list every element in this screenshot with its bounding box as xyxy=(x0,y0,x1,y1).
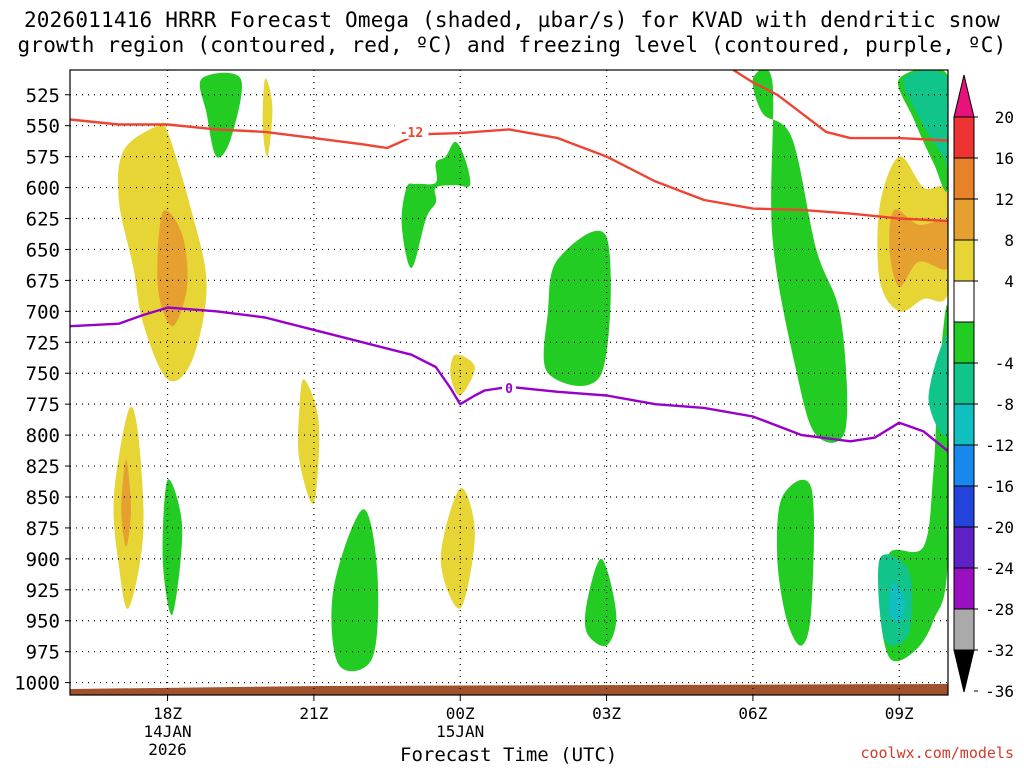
y-tick-label: 875 xyxy=(26,518,60,540)
omega-region-12 xyxy=(401,141,471,269)
colorbar-label: -4 xyxy=(995,354,1014,373)
colorbar-bin xyxy=(953,362,975,405)
omega-region-23 xyxy=(888,582,905,622)
x-axis-label: Forecast Time (UTC) xyxy=(400,744,618,766)
colorbar-label: -16 xyxy=(985,477,1014,496)
omega-region-17 xyxy=(776,479,814,646)
colorbar-min-arrow xyxy=(953,649,975,693)
contour-line-dendritic_-12C_upper xyxy=(732,70,948,142)
x-tick-label: 15JAN xyxy=(436,722,484,741)
y-tick-label: 575 xyxy=(26,147,60,169)
omega-region-15 xyxy=(543,230,611,386)
omega-region-21 xyxy=(928,336,948,438)
y-tick-label: 750 xyxy=(26,363,60,385)
gridlines xyxy=(70,70,948,695)
y-tick-label: 675 xyxy=(26,270,60,292)
colorbar-bin xyxy=(953,157,975,200)
contour-label-freezing_0C: 0 xyxy=(505,382,513,397)
contour-label-bg xyxy=(394,124,429,139)
colorbar-bin xyxy=(953,280,975,323)
omega-region-16 xyxy=(752,70,848,443)
omega-region-11 xyxy=(162,479,183,616)
y-tick-label: 625 xyxy=(26,209,60,231)
x-tick-label: 18Z xyxy=(153,704,182,723)
colorbar-bin xyxy=(953,239,975,282)
x-tick-label: 06Z xyxy=(738,704,767,723)
contour-labels: -12 0 xyxy=(394,124,516,397)
colorbar-bin xyxy=(953,526,975,569)
terrain-layer xyxy=(70,684,948,695)
omega-region-14 xyxy=(584,558,617,647)
omega-region-9 xyxy=(889,209,948,287)
y-tick-label: 550 xyxy=(26,116,60,138)
contour-label-dendritic_-12C: -12 xyxy=(400,126,423,141)
contour-label-bg xyxy=(502,381,516,396)
contour-line-freezing_0C xyxy=(70,306,948,453)
colorbar-label: 16 xyxy=(995,149,1014,168)
plot-frame xyxy=(69,69,949,696)
colorbar-bin xyxy=(953,444,975,487)
y-tick-label: 850 xyxy=(26,487,60,509)
colorbar-label: -20 xyxy=(985,518,1014,537)
y-tick-label: 825 xyxy=(26,456,60,478)
x-tick-label: 00Z xyxy=(446,704,475,723)
omega-region-7 xyxy=(440,487,475,609)
colorbar: 20 16 12 8 4 -4 -8 -12 -16 -20 -24 -28 -32 -36 xyxy=(953,74,1014,701)
omega-region-13 xyxy=(331,509,379,672)
y-tick-label: 950 xyxy=(26,611,60,633)
colorbar-bin xyxy=(953,485,975,528)
colorbar-label: 4 xyxy=(1004,272,1014,291)
y-tick-label: 525 xyxy=(26,85,60,107)
y-tick-label: 900 xyxy=(26,549,60,571)
credit-link[interactable]: coolwx.com/models xyxy=(860,744,1014,762)
colorbar-label: -28 xyxy=(985,600,1014,619)
chart-title-line-2: growth region (contoured, red, ºC) and f… xyxy=(17,33,1007,57)
chart-title-line-1: 2026011416 HRRR Forecast Omega (shaded, … xyxy=(23,8,1001,32)
colorbar-label: -8 xyxy=(995,395,1014,414)
y-tick-label: 925 xyxy=(26,580,60,602)
x-tick-label: 21Z xyxy=(299,704,328,723)
colorbar-label: 8 xyxy=(1004,231,1014,250)
y-tick-label: 975 xyxy=(26,642,60,664)
colorbar-label: 12 xyxy=(995,190,1014,209)
y-tick-label: 800 xyxy=(26,425,60,447)
y-tick-label: 650 xyxy=(26,239,60,261)
colorbar-bin xyxy=(953,567,975,610)
colorbar-bin xyxy=(953,608,975,651)
y-tick-label: 700 xyxy=(26,301,60,323)
omega-region-19 xyxy=(903,70,948,169)
contour-layer xyxy=(70,70,948,453)
colorbar-label: -24 xyxy=(985,559,1014,578)
omega-region-1 xyxy=(157,210,188,327)
colorbar-label: -32 xyxy=(985,641,1014,660)
terrain-fill xyxy=(70,684,948,695)
x-tick-label: 09Z xyxy=(885,704,914,723)
colorbar-bin xyxy=(953,116,975,159)
contour-line-dendritic_-12C xyxy=(70,118,948,223)
colorbar-bin xyxy=(953,321,975,364)
omega-region-3 xyxy=(121,459,131,547)
y-tick-label: 775 xyxy=(26,394,60,416)
colorbar-bin xyxy=(953,403,975,446)
omega-region-6 xyxy=(450,354,475,396)
colorbar-label: -12 xyxy=(985,436,1014,455)
colorbar-bin xyxy=(953,198,975,241)
y-tick-label: 725 xyxy=(26,332,60,354)
omega-region-10 xyxy=(199,72,242,158)
y-axis-ticks: 525 550 575 600 625 650 675 700 725 750 775 800 825 8… xyxy=(14,85,70,695)
colorbar-label: -36 xyxy=(985,682,1014,701)
colorbar-max-arrow xyxy=(953,74,975,118)
x-tick-label: 03Z xyxy=(592,704,621,723)
x-tick-label: 2026 xyxy=(148,740,187,759)
omega-region-4 xyxy=(262,78,273,157)
y-tick-label: 1000 xyxy=(14,673,60,695)
y-tick-label: 600 xyxy=(26,178,60,200)
colorbar-label: 20 xyxy=(995,108,1014,127)
x-tick-label: 14JAN xyxy=(143,722,191,741)
